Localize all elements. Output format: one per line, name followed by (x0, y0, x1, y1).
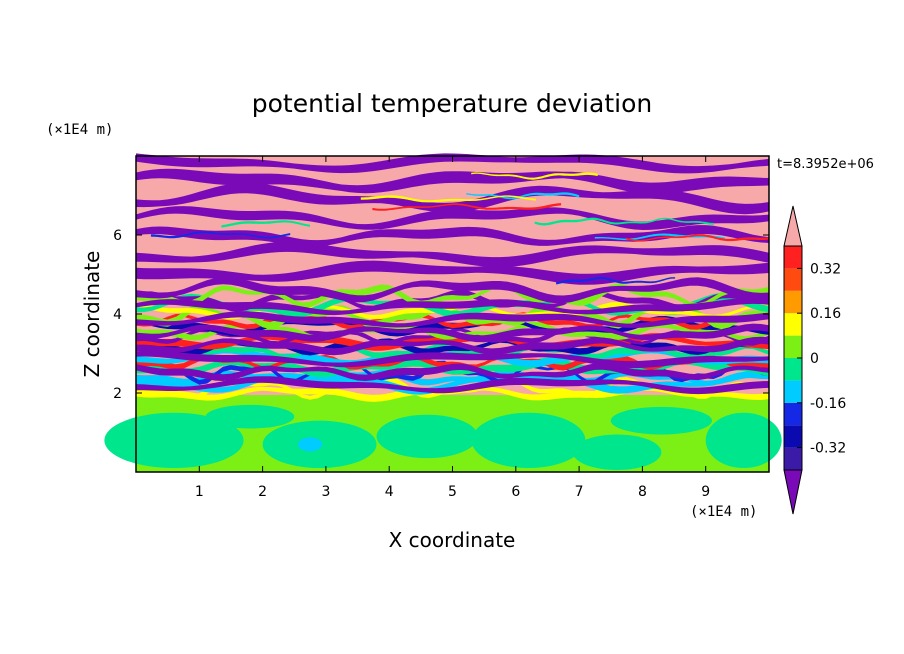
contour-band (136, 376, 769, 395)
y-axis: 2 4 6 (113, 228, 769, 402)
contour-band (136, 384, 769, 402)
contour-band (136, 357, 769, 378)
contour-band (136, 370, 769, 395)
x-unit-label: (×1E4 m) (690, 504, 757, 520)
colorbar-swatch (784, 290, 802, 314)
contour-band (298, 437, 323, 452)
x-tick-label: 3 (321, 484, 330, 500)
contour-band (136, 298, 769, 316)
colorbar-tick-label: 0.32 (810, 261, 841, 277)
contour-band (205, 404, 295, 429)
contour-band (136, 289, 769, 312)
y-tick-label: 6 (113, 228, 122, 244)
contour-band (136, 277, 769, 304)
colorbar-tick-label: -0.16 (810, 396, 846, 412)
contour-band (136, 350, 769, 369)
contour-band (376, 414, 478, 459)
x-tick-label: 1 (195, 484, 204, 500)
contour-band (360, 195, 536, 203)
contour-band (534, 217, 714, 226)
contour-band (572, 434, 662, 471)
contour-band (136, 206, 769, 230)
contour-fill (104, 153, 782, 472)
contour-band (136, 323, 769, 343)
x-tick-label: 6 (511, 484, 520, 500)
contour-band (136, 336, 769, 356)
contour-band (556, 276, 676, 285)
x-axis-label: X coordinate (389, 528, 516, 552)
x-tick-label: 9 (701, 484, 710, 500)
colorbar-tick-label: 0 (810, 351, 819, 367)
colorbar-under-arrow (783, 469, 803, 515)
contour-band (136, 321, 769, 342)
contour-band (466, 192, 580, 200)
contour-band (104, 412, 244, 469)
contour-band (471, 412, 586, 469)
contour-band (372, 203, 562, 211)
x-tick-label: 7 (575, 484, 584, 500)
contour-band (594, 233, 725, 241)
x-tick-label: 2 (258, 484, 267, 500)
contour-band (136, 344, 769, 360)
contour-band (150, 231, 291, 239)
contour-band (221, 220, 310, 228)
time-label: t=8.3952e+06 (777, 157, 874, 172)
contour-band (136, 182, 769, 215)
contour-band (136, 302, 769, 320)
colorbar-swatch (784, 358, 802, 381)
y-unit-label: (×1E4 m) (46, 122, 113, 138)
colorbar-tick-label: -0.32 (810, 441, 846, 457)
colorbar-swatch (784, 380, 802, 403)
y-tick-label: 4 (113, 307, 122, 323)
colorbar-swatch (784, 246, 802, 269)
contour-band (136, 225, 769, 247)
contour-band (610, 406, 713, 435)
x-axis: 1 2 3 4 5 6 7 8 9 (195, 156, 710, 500)
colorbar: 0.32 0.16 0 -0.16 -0.32 (783, 205, 846, 515)
chart-title: potential temperature deviation (252, 89, 652, 118)
contour-band (705, 412, 782, 469)
colorbar-tick-label: 0.16 (810, 306, 841, 322)
colorbar-swatch (784, 313, 802, 336)
colorbar-swatch (784, 447, 802, 470)
contour-band (625, 234, 769, 242)
x-tick-label: 4 (385, 484, 394, 500)
colorbar-swatch (784, 335, 802, 358)
x-tick-label: 8 (638, 484, 647, 500)
contour-band (136, 241, 769, 268)
y-tick-label: 2 (113, 386, 122, 402)
colorbar-swatch (784, 402, 802, 426)
colorbar-swatch (784, 425, 802, 448)
y-axis-label: Z coordinate (80, 251, 104, 378)
contour-band (136, 153, 769, 174)
contour-band (136, 311, 769, 328)
contour-band (471, 172, 598, 180)
x-tick-label: 5 (448, 484, 457, 500)
plot-area (104, 153, 782, 473)
contour-band (136, 362, 769, 381)
contour-band (136, 168, 769, 195)
colorbar-swatch (784, 268, 802, 291)
colorbar-over-arrow (783, 205, 803, 247)
